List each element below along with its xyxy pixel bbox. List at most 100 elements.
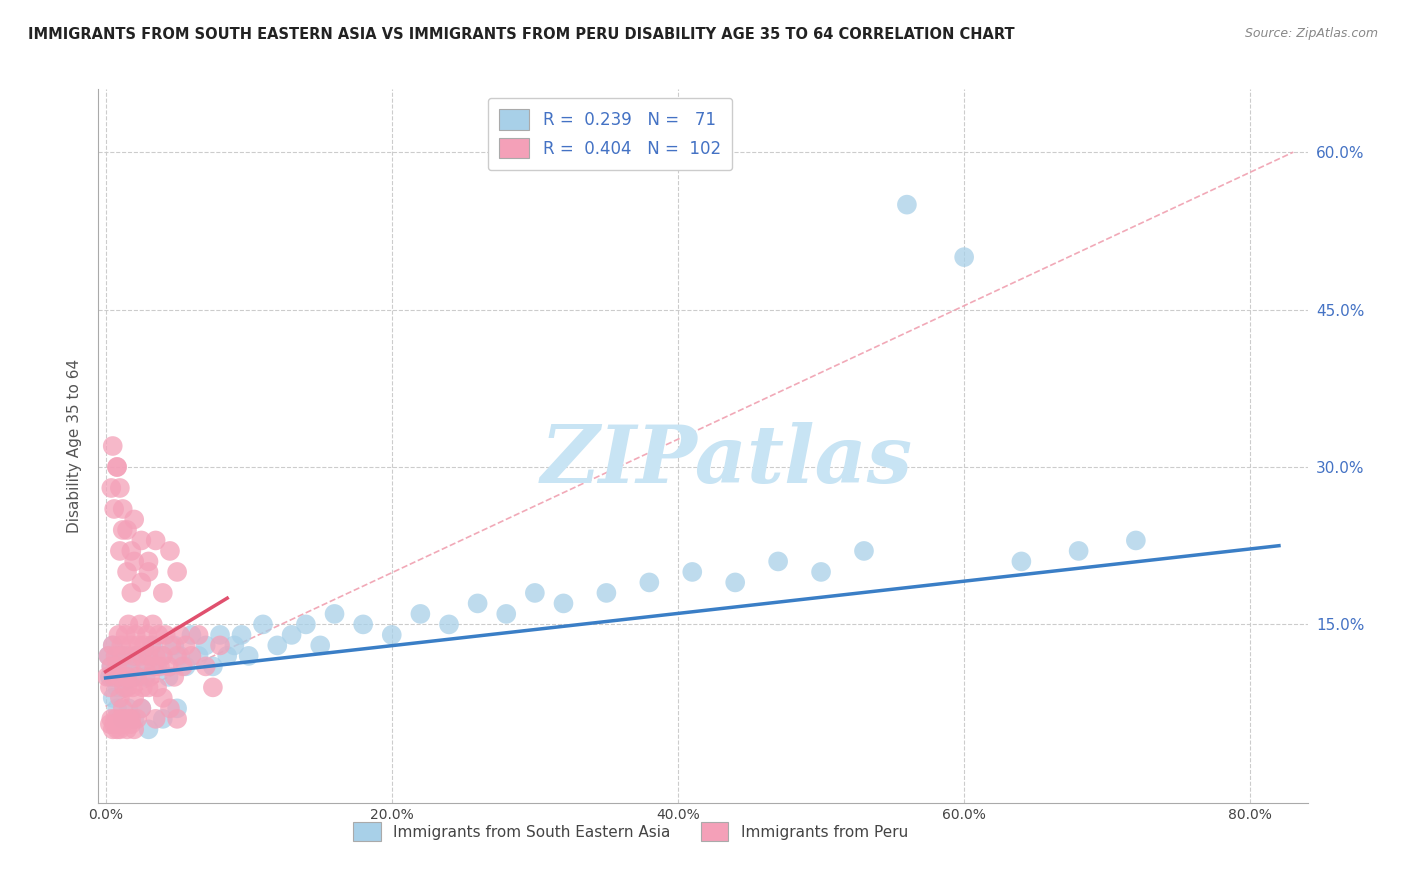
Text: ZIPatlas: ZIPatlas — [541, 422, 914, 499]
Point — [115, 670, 138, 684]
Point — [169, 628, 191, 642]
Point — [120, 639, 142, 653]
Point — [103, 717, 125, 731]
Point — [118, 659, 141, 673]
Point — [122, 670, 145, 684]
Point — [194, 639, 217, 653]
Point — [145, 533, 167, 548]
Point — [120, 712, 142, 726]
Point — [201, 681, 224, 695]
Point — [142, 617, 165, 632]
Point — [146, 659, 169, 673]
Point — [152, 712, 174, 726]
Point — [152, 690, 174, 705]
Point — [217, 648, 239, 663]
Y-axis label: Disability Age 35 to 64: Disability Age 35 to 64 — [67, 359, 83, 533]
Point — [149, 659, 172, 673]
Point — [194, 659, 217, 673]
Point — [110, 712, 132, 726]
Point — [437, 617, 460, 632]
Point — [108, 670, 131, 684]
Point — [523, 586, 546, 600]
Point — [122, 690, 145, 705]
Point — [145, 712, 167, 726]
Point — [127, 639, 149, 653]
Point — [131, 701, 153, 715]
Point — [100, 659, 122, 673]
Point — [111, 523, 134, 537]
Point — [122, 723, 145, 737]
Point — [114, 628, 136, 642]
Point — [896, 197, 918, 211]
Point — [111, 502, 134, 516]
Point — [111, 701, 134, 715]
Point — [120, 544, 142, 558]
Point — [852, 544, 875, 558]
Point — [129, 617, 152, 632]
Point — [108, 690, 131, 705]
Point — [115, 648, 138, 663]
Point — [169, 648, 191, 663]
Point — [104, 648, 127, 663]
Point — [163, 670, 186, 684]
Point — [124, 628, 146, 642]
Point — [131, 659, 153, 673]
Text: IMMIGRANTS FROM SOUTH EASTERN ASIA VS IMMIGRANTS FROM PERU DISABILITY AGE 35 TO : IMMIGRANTS FROM SOUTH EASTERN ASIA VS IM… — [28, 27, 1015, 42]
Point — [810, 565, 832, 579]
Point — [157, 659, 180, 673]
Point — [117, 712, 139, 726]
Text: Source: ZipAtlas.com: Source: ZipAtlas.com — [1244, 27, 1378, 40]
Point — [152, 586, 174, 600]
Point — [638, 575, 661, 590]
Point — [152, 648, 174, 663]
Point — [381, 628, 404, 642]
Point — [231, 628, 253, 642]
Point — [724, 575, 747, 590]
Point — [104, 712, 127, 726]
Point — [105, 701, 128, 715]
Point — [159, 701, 181, 715]
Point — [104, 648, 127, 663]
Point — [101, 639, 124, 653]
Point — [201, 659, 224, 673]
Point — [295, 617, 318, 632]
Point — [125, 648, 148, 663]
Point — [138, 681, 160, 695]
Point — [135, 659, 157, 673]
Point — [131, 701, 153, 715]
Point — [172, 659, 194, 673]
Point — [1010, 554, 1032, 568]
Point — [131, 648, 153, 663]
Point — [122, 712, 145, 726]
Point — [266, 639, 288, 653]
Point — [108, 544, 131, 558]
Point — [766, 554, 789, 568]
Point — [100, 481, 122, 495]
Point — [132, 681, 155, 695]
Point — [105, 659, 128, 673]
Point — [107, 717, 129, 731]
Point — [166, 712, 188, 726]
Point — [105, 460, 128, 475]
Point — [187, 648, 209, 663]
Point — [131, 575, 153, 590]
Point — [138, 554, 160, 568]
Point — [105, 460, 128, 475]
Point — [105, 681, 128, 695]
Point — [134, 639, 156, 653]
Point — [112, 681, 135, 695]
Point — [108, 670, 131, 684]
Point — [122, 554, 145, 568]
Point — [122, 648, 145, 663]
Point — [209, 628, 232, 642]
Point — [224, 639, 246, 653]
Point — [166, 701, 188, 715]
Point — [117, 617, 139, 632]
Point — [467, 596, 489, 610]
Point — [107, 628, 129, 642]
Point — [1067, 544, 1090, 558]
Point — [115, 565, 138, 579]
Point — [125, 712, 148, 726]
Point — [125, 670, 148, 684]
Point — [152, 648, 174, 663]
